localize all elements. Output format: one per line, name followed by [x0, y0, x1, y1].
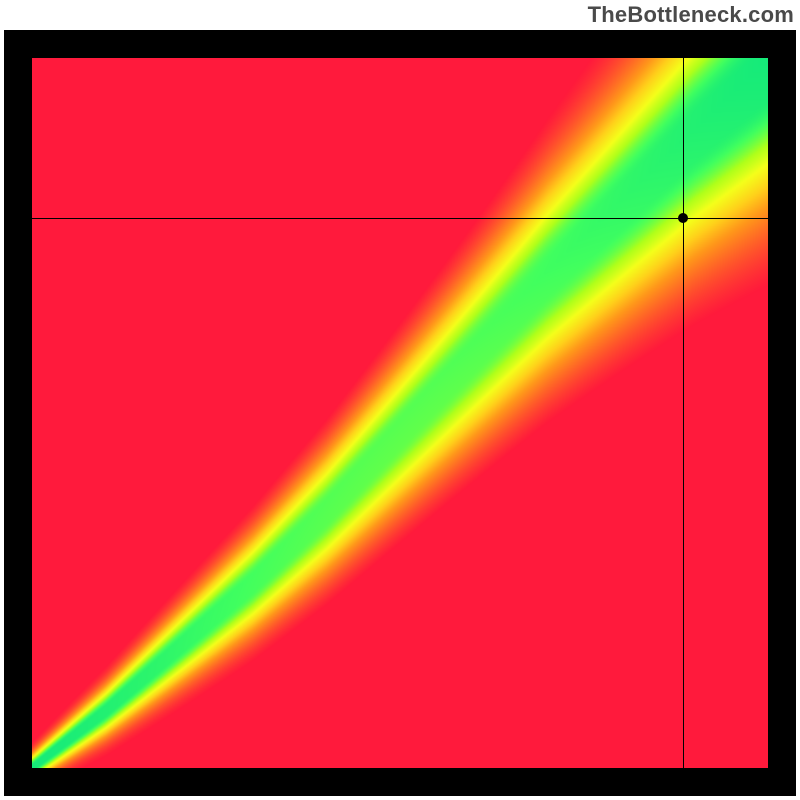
- heatmap-canvas: [32, 58, 768, 768]
- crosshair-vertical: [683, 58, 684, 768]
- figure-root: TheBottleneck.com: [0, 0, 800, 800]
- attribution-text: TheBottleneck.com: [588, 2, 794, 28]
- plot-frame: [4, 30, 796, 796]
- crosshair-horizontal: [32, 218, 768, 219]
